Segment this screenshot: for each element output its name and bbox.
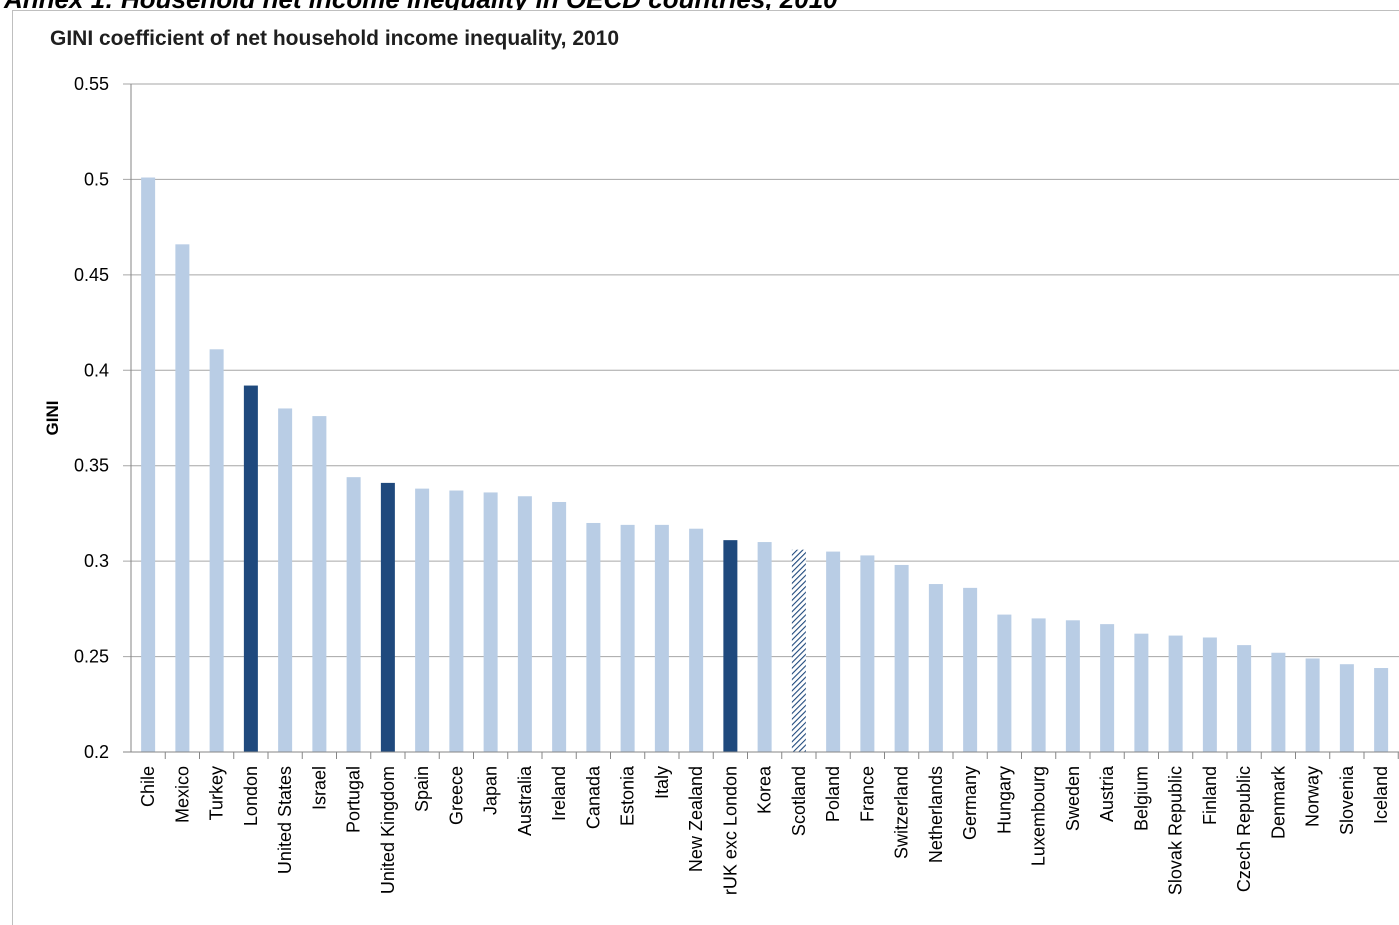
- x-category-label: Slovak Republic: [1166, 766, 1186, 895]
- bar-spain: [415, 488, 430, 752]
- x-category-label: Germany: [960, 766, 980, 840]
- bar-austria: [1100, 624, 1115, 752]
- bar-italy: [654, 524, 669, 752]
- bar-ireland: [552, 501, 567, 752]
- x-category-label: Estonia: [618, 765, 638, 826]
- x-category-label: Sweden: [1063, 766, 1083, 831]
- bar-united-kingdom: [380, 482, 395, 752]
- y-tick-labels: 0.2 0.25 0.3 0.35 0.4 0.45 0.5 0.55: [74, 74, 109, 762]
- bar-netherlands: [928, 584, 943, 752]
- x-category-label: Chile: [138, 766, 158, 807]
- x-category-label: Luxembourg: [1029, 766, 1049, 866]
- x-category-label: Australia: [515, 765, 535, 836]
- x-category-label: Canada: [583, 765, 603, 829]
- bar-chile: [141, 177, 156, 752]
- bar-norway: [1305, 658, 1320, 752]
- y-tick-label: 0.2: [84, 742, 109, 762]
- x-category-label: France: [857, 766, 877, 822]
- x-category-label: rUK exc London: [720, 766, 740, 895]
- bars: [141, 177, 1389, 752]
- y-tick-label: 0.4: [84, 360, 109, 380]
- y-axis-title: GINI: [43, 401, 62, 436]
- x-category-label: Hungary: [994, 766, 1014, 834]
- y-tick-label: 0.25: [74, 647, 109, 667]
- bar-czech-republic: [1237, 645, 1252, 752]
- bar-scotland: [791, 549, 806, 752]
- bar-slovenia: [1339, 664, 1354, 752]
- x-category-label: United Kingdom: [378, 766, 398, 894]
- x-category-label: United States: [275, 766, 295, 874]
- x-category-label: Scotland: [789, 766, 809, 836]
- x-category-label: Turkey: [207, 766, 227, 820]
- x-category-label: Norway: [1303, 766, 1323, 827]
- bar-hungary: [997, 614, 1012, 752]
- axes: [123, 84, 1399, 759]
- bar-iceland: [1374, 668, 1389, 752]
- bar-korea: [757, 542, 772, 752]
- bar-canada: [586, 522, 601, 752]
- bar-switzerland: [894, 564, 909, 752]
- x-category-label: Iceland: [1371, 766, 1391, 824]
- x-category-label: London: [241, 766, 261, 826]
- bar-poland: [826, 551, 841, 752]
- chart-frame: [12, 10, 1399, 925]
- bar-greece: [449, 490, 464, 752]
- bar-japan: [483, 492, 498, 752]
- x-category-label: Belgium: [1131, 766, 1151, 831]
- x-category-label: Poland: [823, 766, 843, 822]
- x-category-label: Italy: [652, 766, 672, 799]
- bar-turkey: [209, 349, 224, 752]
- bar-new-zealand: [689, 528, 704, 752]
- bar-germany: [963, 587, 978, 752]
- x-category-label: Denmark: [1268, 765, 1288, 839]
- x-category-labels: Chile Mexico Turkey London United States Isra…: [138, 765, 1391, 895]
- x-category-label: Czech Republic: [1234, 766, 1254, 892]
- bar-finland: [1202, 637, 1217, 752]
- x-category-label: New Zealand: [686, 766, 706, 872]
- bar-slovak-republic: [1168, 635, 1183, 752]
- bar-israel: [312, 416, 327, 752]
- y-tick-label: 0.3: [84, 551, 109, 571]
- x-category-label: Portugal: [344, 766, 364, 833]
- bar-denmark: [1271, 652, 1286, 752]
- x-category-label: Spain: [412, 766, 432, 812]
- x-category-label: Netherlands: [926, 766, 946, 863]
- x-category-label: Slovenia: [1337, 765, 1357, 835]
- x-category-label: Mexico: [172, 766, 192, 823]
- bar-ruk-exc-london: [723, 540, 738, 752]
- x-category-label: Finland: [1200, 766, 1220, 825]
- bar-belgium: [1134, 633, 1149, 752]
- bar-united-states: [278, 408, 293, 752]
- x-category-label: Korea: [755, 765, 775, 814]
- x-category-label: Switzerland: [892, 766, 912, 859]
- x-category-label: Ireland: [549, 766, 569, 821]
- y-tick-label: 0.35: [74, 456, 109, 476]
- bar-london: [243, 385, 258, 752]
- figure-caption: Annex 1: Household net income inequality…: [0, 0, 1399, 10]
- x-category-label: Israel: [309, 766, 329, 810]
- chart-title: GINI coefficient of net household income…: [50, 27, 620, 50]
- bar-estonia: [620, 524, 635, 752]
- x-category-label: Austria: [1097, 765, 1117, 822]
- y-tick-label: 0.55: [74, 74, 109, 94]
- bar-mexico: [175, 244, 190, 752]
- bar-sweden: [1065, 620, 1080, 752]
- y-tick-label: 0.5: [84, 169, 109, 189]
- y-tick-label: 0.45: [74, 265, 109, 285]
- x-category-label: Japan: [481, 766, 501, 815]
- bar-australia: [517, 496, 532, 752]
- x-category-label: Greece: [446, 766, 466, 825]
- bar-luxembourg: [1031, 618, 1046, 752]
- bar-france: [860, 555, 875, 752]
- bar-portugal: [346, 477, 361, 752]
